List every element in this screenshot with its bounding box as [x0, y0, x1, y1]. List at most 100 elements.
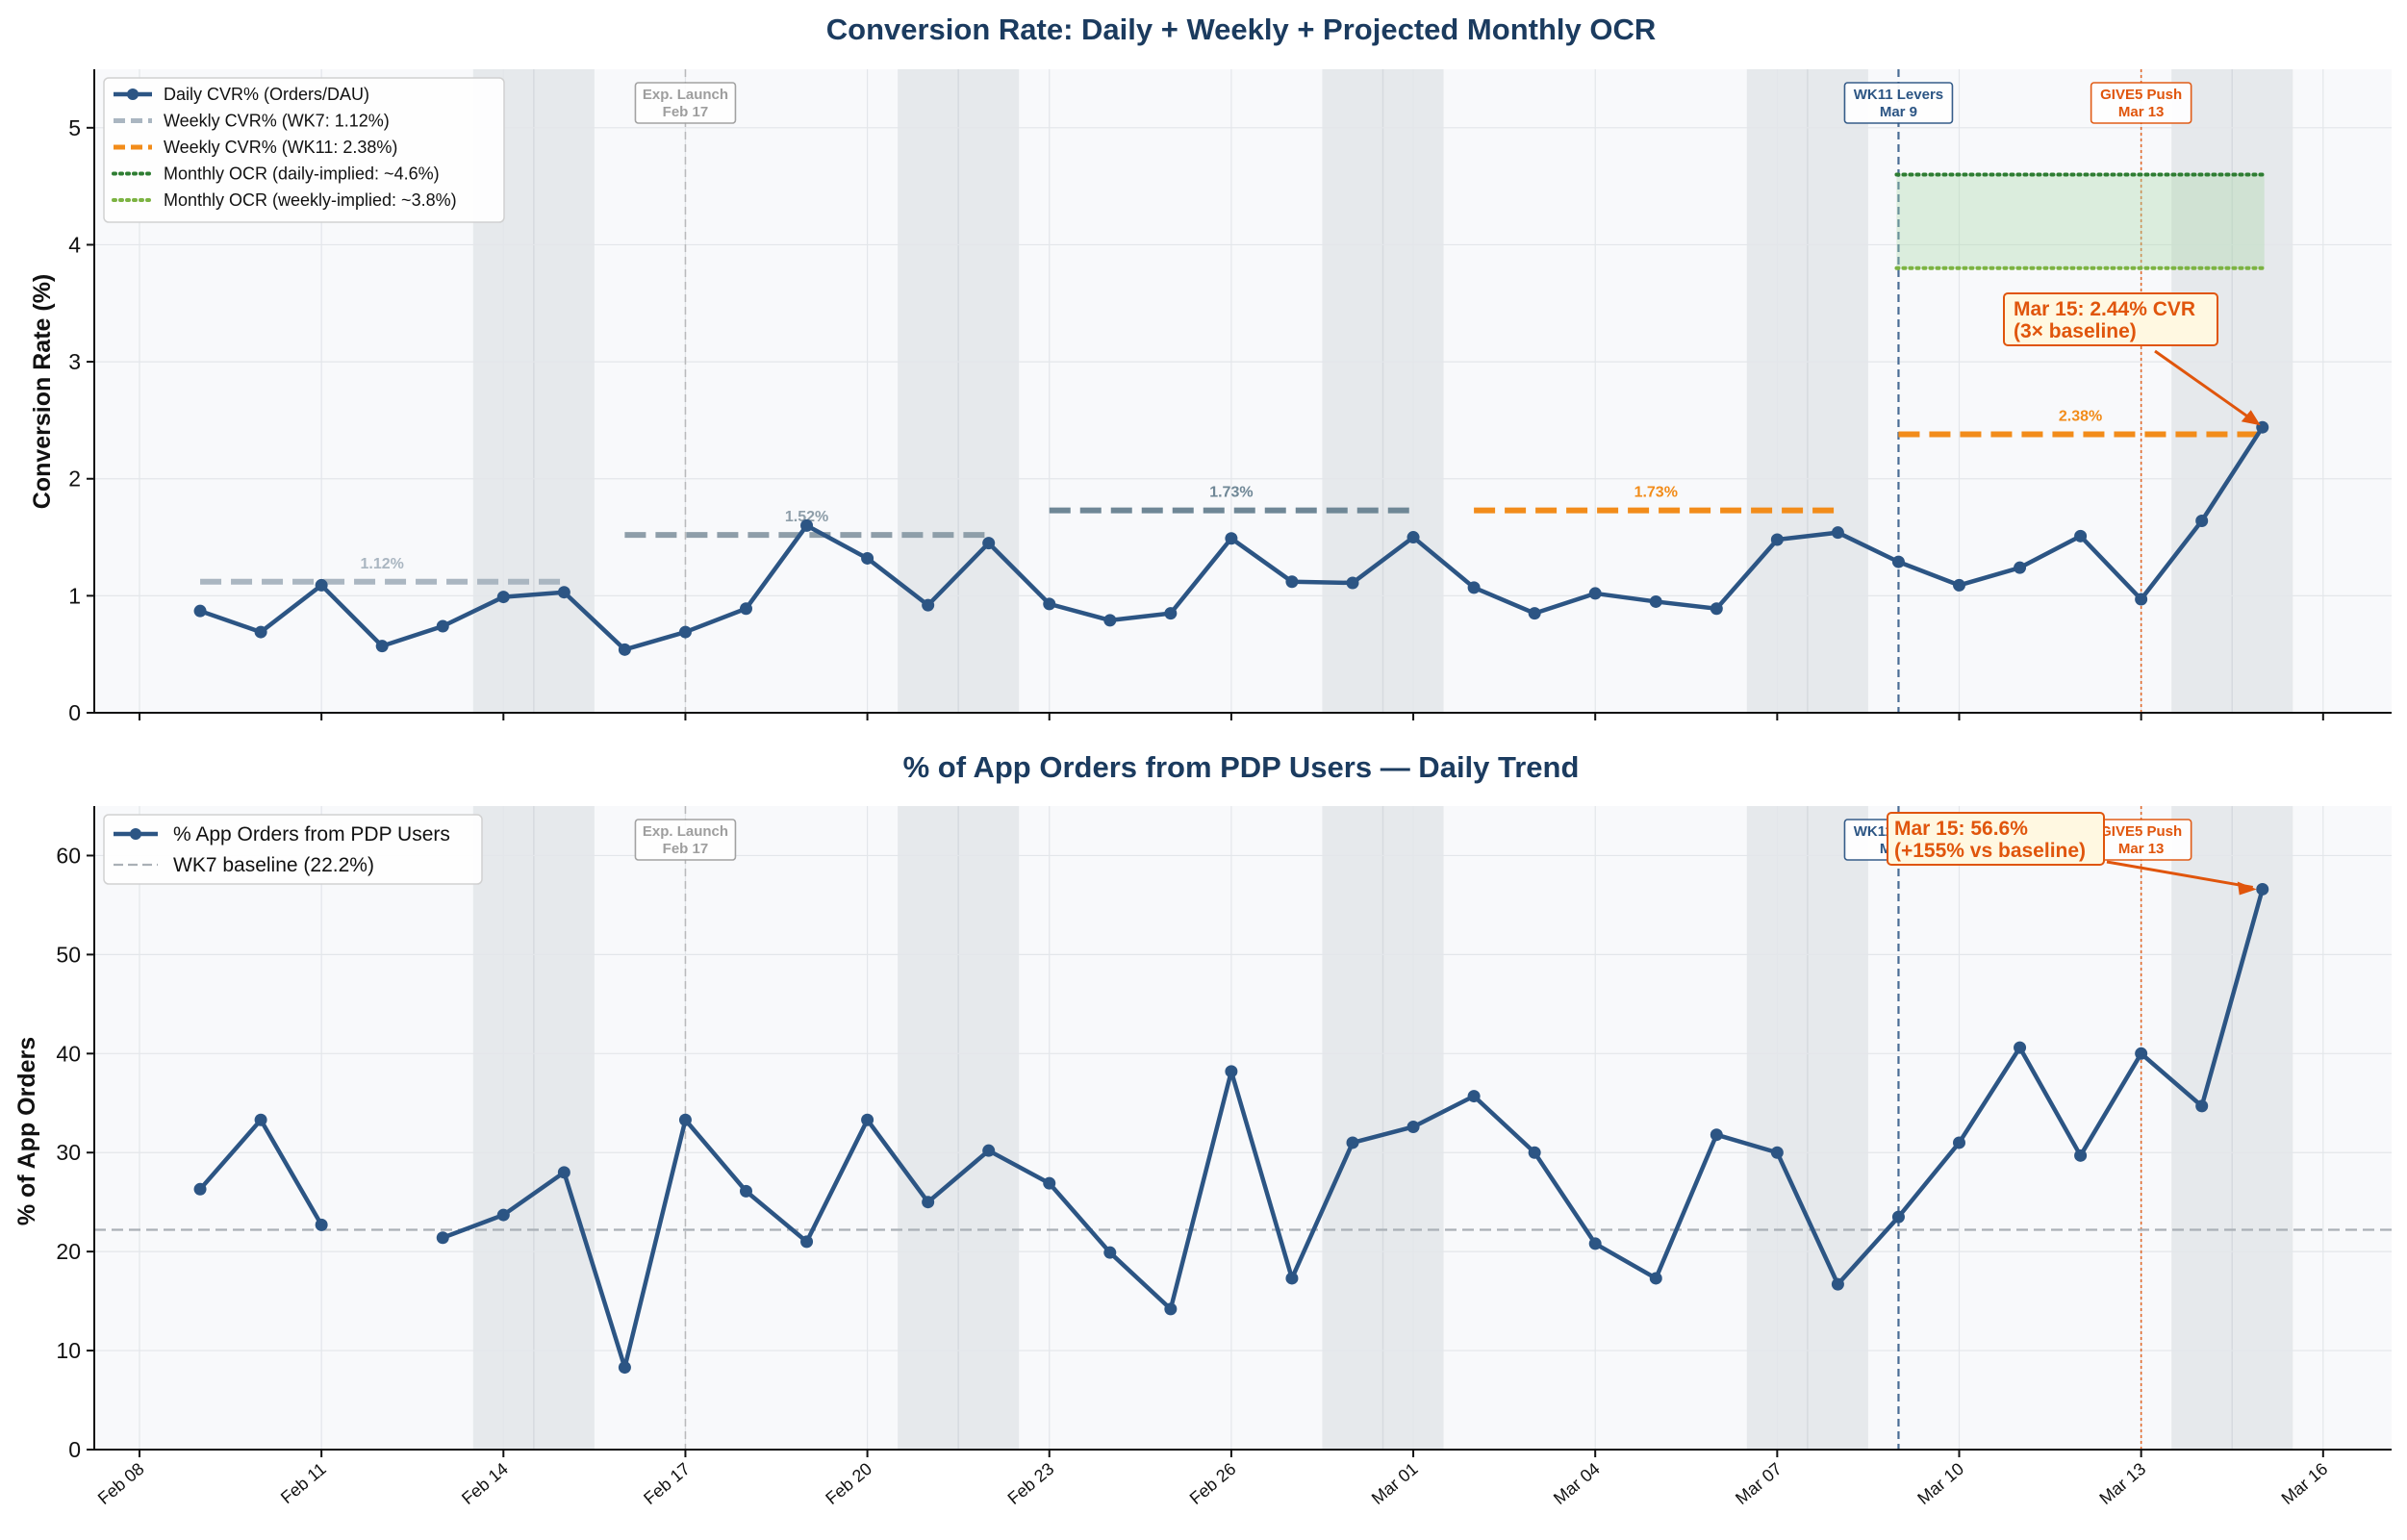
data-point: [800, 518, 814, 532]
y-tick-label: 0: [68, 700, 81, 725]
x-tick-label: Feb 11: [277, 1459, 330, 1507]
data-point: [1285, 1272, 1299, 1285]
annotation-line1: Mar 15: 2.44% CVR: [2014, 298, 2195, 320]
data-point: [1406, 531, 1420, 544]
data-point: [800, 1235, 814, 1249]
data-point: [618, 643, 631, 656]
weekly-cvr-label: 1.73%: [1634, 485, 1678, 501]
x-tick-label: Mar 04: [1550, 1459, 1604, 1508]
x-tick-label: Mar 13: [2095, 1459, 2149, 1508]
x-tick-label: Mar 16: [2278, 1459, 2332, 1508]
weekly-cvr-label: 1.73%: [1209, 485, 1253, 501]
event-label-date: Mar 9: [1880, 104, 1917, 120]
cvr-weekend-bands: [472, 69, 2293, 713]
data-point: [1891, 1210, 1905, 1224]
annotation-arrowhead: [2241, 410, 2261, 426]
cvr-axes: 0 1 2 3 4 5: [68, 69, 2392, 725]
cvr-ocr-band: [1894, 172, 2267, 270]
data-point: [1467, 1090, 1481, 1103]
event-label-title: GIVE5 Push: [2100, 87, 2182, 103]
data-point: [1710, 1128, 1723, 1142]
x-tick-label: Feb 08: [94, 1459, 148, 1508]
annotation-box: [1887, 812, 2105, 866]
data-point: [1649, 594, 1662, 608]
data-point: [1649, 1272, 1662, 1285]
y-tick-label: 5: [68, 115, 81, 140]
data-point: [1043, 597, 1056, 611]
x-tick-label: Feb 20: [822, 1459, 875, 1508]
y-tick-label: 50: [56, 942, 81, 967]
y-tick-label: 20: [56, 1239, 81, 1264]
y-tick-label: 2: [68, 467, 81, 492]
pdp-legend: % App Orders from PDP Users WK7 baseline …: [103, 814, 483, 885]
data-point: [2135, 1047, 2148, 1060]
x-tick-label: Feb 14: [458, 1459, 512, 1508]
data-point: [2135, 593, 2148, 606]
pdp-gridlines: [94, 806, 2392, 1451]
data-point: [1770, 533, 1784, 546]
data-point: [618, 1361, 631, 1375]
legend-label: WK7 baseline (22.2%): [173, 854, 374, 876]
y-tick-label: 60: [56, 843, 81, 868]
y-tick-label: 30: [56, 1140, 81, 1165]
event-label-title: Exp. Launch: [643, 823, 728, 840]
event-label-box: [1843, 82, 1954, 124]
event-label-title: Exp. Launch: [643, 87, 728, 103]
data-point: [1043, 1176, 1056, 1190]
pdp-weekend-bands: [472, 806, 2293, 1450]
legend-label: % App Orders from PDP Users: [173, 823, 450, 846]
data-point: [982, 537, 996, 550]
data-point: [1953, 1136, 1965, 1149]
legend-label: Monthly OCR (weekly-implied: ~3.8%): [164, 190, 457, 210]
y-tick-label: 0: [68, 1437, 81, 1462]
data-point: [315, 1218, 328, 1231]
legend-label: Weekly CVR% (WK7: 1.12%): [164, 112, 390, 131]
data-point: [740, 602, 752, 616]
event-label-date: Feb 17: [663, 841, 709, 857]
data-point: [982, 1144, 996, 1157]
x-tick-label: Mar 01: [1368, 1459, 1422, 1508]
x-tick-label: Mar 10: [1913, 1459, 1967, 1508]
legend-box: [103, 77, 505, 223]
data-point: [1406, 1120, 1420, 1133]
weekly-cvr-label: 2.38%: [2059, 409, 2102, 425]
event-label-date: Mar 13: [2118, 104, 2165, 120]
data-point: [1225, 1065, 1238, 1078]
event-label-title: GIVE5 Push: [2100, 823, 2182, 840]
data-point: [254, 1113, 267, 1126]
legend-swatch-marker: [130, 828, 141, 840]
data-point: [1831, 1277, 1844, 1291]
legend-box: [103, 814, 483, 885]
data-point: [2074, 1149, 2088, 1162]
data-point: [861, 1113, 874, 1126]
data-point: [496, 591, 510, 604]
annotation-arrow: [2154, 349, 2256, 423]
legend-label: Daily CVR% (Orders/DAU): [164, 85, 369, 104]
ocr-range-band: [1896, 174, 2265, 268]
data-point: [1164, 607, 1178, 620]
y-tick-label: 3: [68, 349, 81, 374]
data-point: [1164, 1302, 1178, 1316]
data-point: [1103, 1246, 1117, 1259]
data-point: [1103, 614, 1117, 627]
data-point: [193, 1182, 207, 1196]
cvr-legend: Daily CVR% (Orders/DAU) Weekly CVR% (WK7:…: [103, 77, 505, 223]
data-point: [1770, 1146, 1784, 1159]
event-label-box: [2090, 82, 2192, 124]
data-point: [2014, 1041, 2027, 1054]
cvr-daily-series: [193, 420, 2269, 656]
annotation-arrow: [2106, 860, 2254, 889]
data-point: [2256, 882, 2269, 896]
event-label-box: [634, 82, 737, 124]
data-point: [2195, 515, 2209, 528]
data-point: [861, 551, 874, 565]
weekly-cvr-label: 1.52%: [785, 509, 828, 525]
data-point: [1346, 576, 1359, 590]
data-point: [2195, 1099, 2209, 1113]
legend-swatch-marker: [127, 88, 139, 100]
data-point: [1891, 555, 1905, 568]
event-label-date: Feb 17: [663, 104, 709, 120]
cvr-annotation: Mar 15: 2.44% CVR(3× baseline): [2003, 292, 2261, 426]
